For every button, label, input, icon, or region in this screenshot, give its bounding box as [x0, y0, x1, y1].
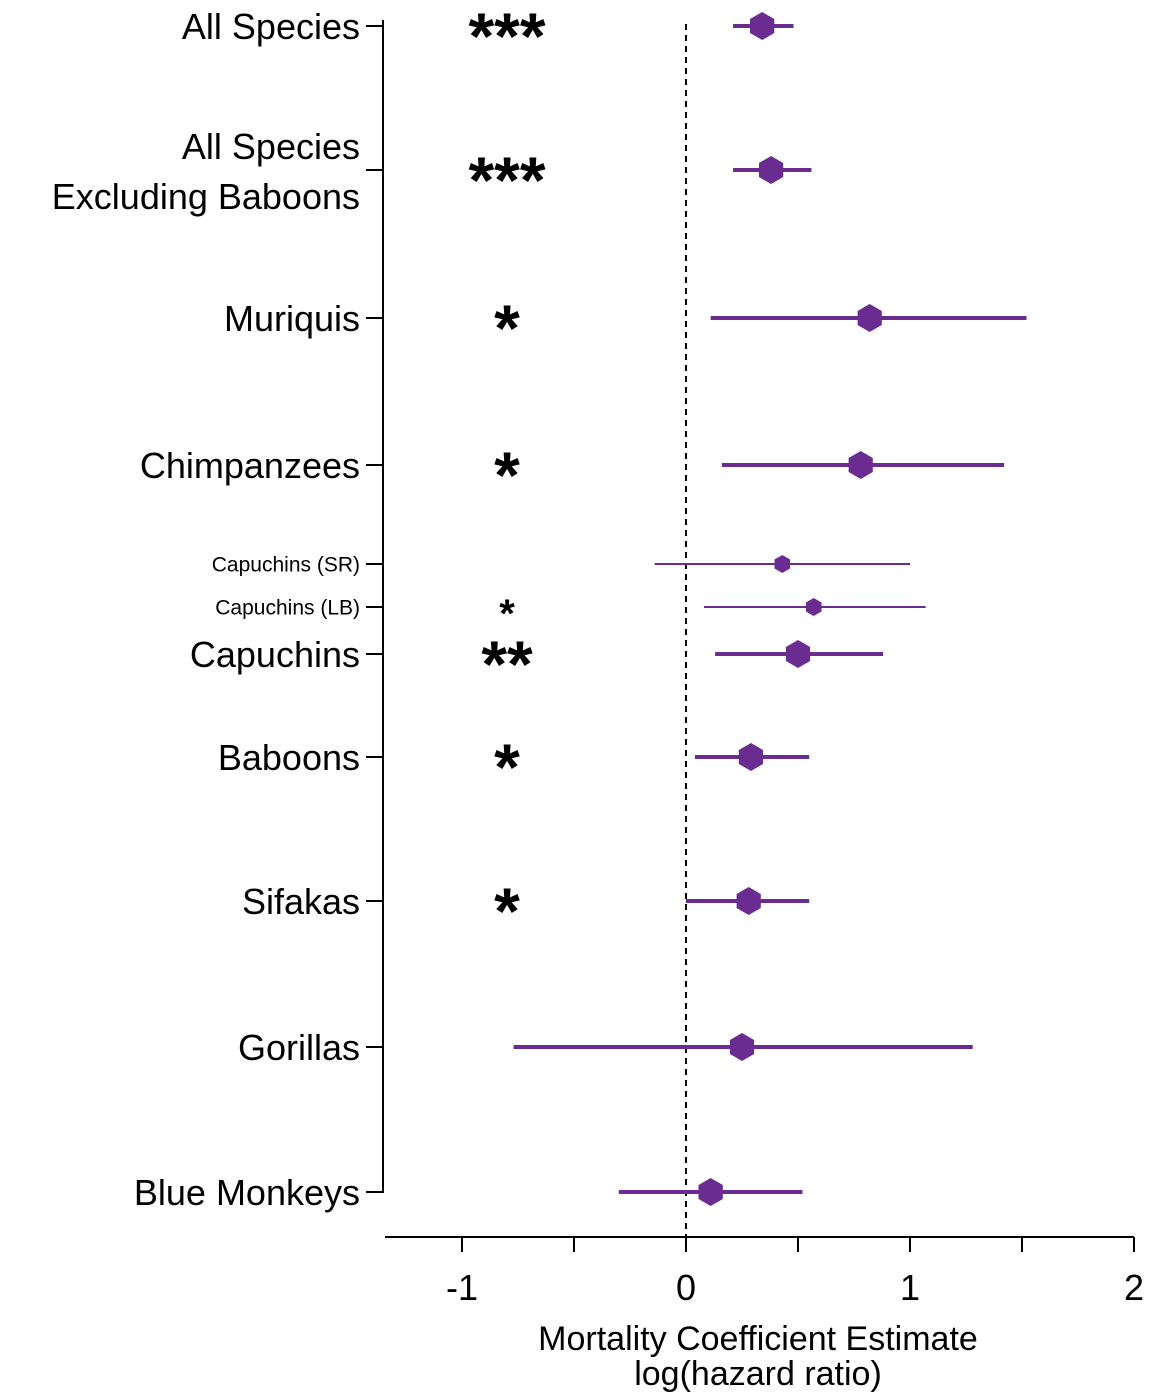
significance-stars: *: [494, 291, 520, 365]
significance-stars: *: [494, 438, 520, 512]
point-estimate: [774, 555, 791, 573]
row-label: Capuchins: [190, 634, 360, 675]
x-tick-label: 0: [676, 1267, 696, 1308]
significance-stars: ***: [468, 0, 545, 73]
row-label: Blue Monkeys: [134, 1172, 360, 1213]
forest-row: Baboons *: [218, 730, 810, 804]
significance-stars: ***: [468, 143, 545, 217]
x-tick-label: 1: [900, 1267, 920, 1308]
point-estimate: [759, 156, 784, 184]
point-estimate: [848, 451, 873, 479]
significance-stars: *: [494, 730, 520, 804]
row-label: Chimpanzees: [140, 445, 360, 486]
point-estimate: [736, 887, 761, 915]
forest-row: Gorillas: [238, 1027, 973, 1068]
row-label: Sifakas: [242, 881, 360, 922]
forest-row: Chimpanzees *: [140, 438, 1005, 512]
forest-row: Sifakas *: [242, 874, 810, 948]
point-estimate: [750, 12, 775, 40]
forest-row: Blue Monkeys: [134, 1172, 803, 1213]
x-tick-label: 2: [1124, 1267, 1144, 1308]
point-estimate: [698, 1178, 723, 1206]
point-estimate: [729, 1033, 755, 1061]
row-label: Capuchins (SR): [212, 554, 360, 577]
forest-row: Capuchins **: [190, 627, 884, 701]
x-tick-label: -1: [446, 1267, 478, 1308]
significance-stars: **: [481, 627, 533, 701]
forest-row: All Species ***: [182, 0, 794, 73]
point-estimate: [805, 598, 822, 616]
row-label: Baboons: [218, 737, 360, 778]
row-label: All Species: [182, 6, 360, 47]
forest-row: Muriquis *: [224, 291, 1027, 365]
forest-row: Capuchins (LB) *: [215, 592, 926, 636]
row-label: Capuchins (LB): [215, 597, 360, 620]
significance-stars: *: [499, 592, 515, 636]
row-label: Muriquis: [224, 298, 360, 339]
point-estimate: [738, 743, 764, 771]
forest-row: Capuchins (SR): [212, 554, 910, 577]
row-label: All Species: [182, 126, 360, 167]
row-label: Gorillas: [238, 1027, 360, 1068]
point-estimate: [857, 304, 882, 332]
significance-stars: *: [494, 874, 520, 948]
x-axis-ticks: -1 0 1 2: [446, 1237, 1144, 1308]
forest-row: All Species Excluding Baboons ***: [52, 126, 812, 217]
x-axis-label-line2: log(hazard ratio): [634, 1355, 882, 1393]
x-axis-label: Mortality Coefficient Estimate: [538, 1320, 978, 1358]
point-estimate: [785, 640, 811, 668]
row-label-line2: Excluding Baboons: [52, 176, 360, 217]
